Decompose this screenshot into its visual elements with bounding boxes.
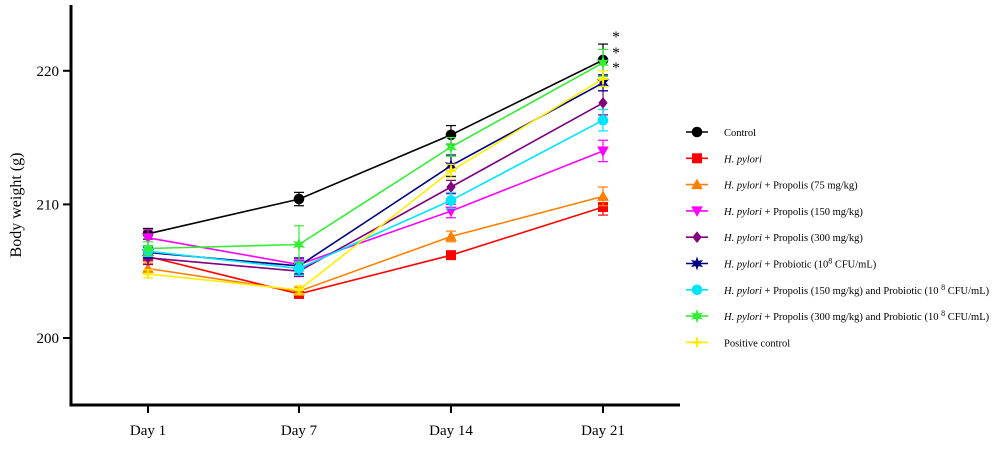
series-line	[147, 119, 604, 270]
legend-label: H. pylori + Probiotic (108 CFU/mL)	[723, 257, 877, 271]
axes: 200 210 220 Day 1 Day 7 Day 14 Day 21	[37, 5, 680, 439]
series-7	[142, 108, 609, 276]
series-3	[142, 186, 609, 296]
legend-label: H. pylori + Propolis (300 mg/kg) and Pro…	[723, 309, 990, 323]
legend-label-italic: H. pylori	[723, 260, 762, 271]
data-point	[141, 241, 155, 256]
y-tick-label: 220	[37, 64, 60, 80]
legend-marker	[692, 231, 702, 244]
legend-marker	[690, 256, 704, 271]
data-point	[597, 190, 609, 201]
legend-label-italic: H. pylori	[723, 233, 762, 244]
data-point	[293, 193, 305, 205]
data-point	[143, 268, 153, 279]
data-point	[597, 114, 609, 126]
x-tick-label: Day 14	[429, 423, 473, 439]
significance-markers: ***	[612, 29, 620, 77]
data-point	[445, 230, 457, 241]
legend-label-rest: + Propolis (300 mg/kg)	[762, 233, 864, 244]
series-line	[147, 102, 604, 273]
data-point	[598, 97, 608, 109]
legend-item: H. pylori + Propolis (75 mg/kg)	[686, 178, 858, 192]
legend-label: H. pylori + Propolis (300 mg/kg)	[723, 233, 863, 244]
legend-label-rest: + Probiotic (10	[762, 260, 828, 271]
legend-label-tail: CFU/mL)	[945, 312, 990, 323]
legend-label: H. pylori + Propolis (150 mg/kg) and Pro…	[723, 283, 990, 297]
legend-marker	[691, 178, 703, 190]
legend-label: H. pylori + Propolis (75 mg/kg)	[723, 181, 858, 192]
legend-marker	[691, 206, 703, 217]
series-line	[147, 78, 604, 291]
legend-label-tail: CFU/mL)	[832, 260, 877, 271]
legend-label-rest: Control	[724, 128, 756, 139]
legend-marker	[691, 284, 703, 296]
series-line	[147, 62, 604, 250]
series-4	[142, 139, 609, 271]
legend-marker	[692, 153, 702, 164]
legend-marker	[692, 337, 702, 348]
legend-item: Control	[686, 126, 756, 139]
x-tick-label: Day 1	[130, 423, 166, 439]
series-6	[141, 74, 610, 275]
legend-item: H. pylori + Propolis (150 mg/kg) and Pro…	[686, 283, 990, 297]
legend-item: H. pylori	[686, 153, 762, 165]
significance-marker: *	[612, 45, 620, 62]
legend-label-italic: H. pylori	[723, 181, 762, 192]
legend-label: Control	[724, 128, 756, 139]
data-point	[445, 195, 457, 206]
data-point	[446, 181, 456, 193]
legend-marker	[690, 309, 704, 324]
legend-label-sup: 8	[941, 309, 945, 318]
legend-marker	[691, 126, 703, 138]
legend-label-rest: + Propolis (150 mg/kg)	[762, 207, 864, 218]
y-tick-label: 210	[37, 197, 60, 213]
data-point	[597, 146, 609, 157]
legend-label-rest: + Propolis (300 mg/kg) and Probiotic (10	[762, 312, 941, 323]
data-point	[293, 263, 305, 274]
legend-label: Positive control	[724, 338, 790, 349]
legend-item: Positive control	[686, 337, 790, 349]
data-point	[598, 73, 608, 84]
legend-item: H. pylori + Propolis (150 mg/kg)	[686, 206, 863, 218]
legend-label: H. pylori	[723, 154, 762, 165]
legend-label: H. pylori + Propolis (150 mg/kg)	[723, 207, 863, 218]
legend-label-rest: Positive control	[724, 338, 790, 349]
legend-label-sup: 8	[941, 283, 945, 292]
series-line	[147, 206, 604, 295]
series-line	[147, 59, 604, 235]
series-8	[141, 48, 610, 264]
data-point	[294, 284, 304, 295]
legend-label-sup: 8	[828, 257, 832, 266]
data-point	[444, 139, 458, 154]
series-9	[143, 70, 608, 295]
data-point	[142, 233, 154, 244]
legend-label-italic: H. pylori	[723, 154, 762, 165]
x-tick-label: Day 7	[281, 423, 318, 439]
legend-label-italic: H. pylori	[723, 286, 762, 297]
data-point	[292, 237, 306, 252]
y-axis-title: Body weight (g)	[8, 153, 25, 258]
data-point	[446, 250, 456, 261]
legend-label-rest: + Propolis (75 mg/kg)	[762, 181, 858, 192]
data-point	[596, 55, 610, 70]
significance-marker: *	[612, 29, 620, 46]
legend-label-rest: + Propolis (150 mg/kg) and Probiotic (10	[762, 286, 941, 297]
legend-label-italic: H. pylori	[723, 312, 762, 323]
significance-marker: *	[612, 60, 620, 77]
y-tick-label: 200	[37, 331, 60, 347]
series-line	[147, 195, 604, 293]
legend-item: H. pylori + Propolis (300 mg/kg)	[686, 231, 863, 244]
legend-item: H. pylori + Propolis (300 mg/kg) and Pro…	[686, 309, 990, 324]
legend-item: H. pylori + Probiotic (108 CFU/mL)	[686, 256, 877, 271]
series-line	[147, 150, 604, 266]
series-1	[142, 43, 609, 240]
series-layer	[141, 43, 610, 299]
legend-label-tail: CFU/mL)	[945, 286, 990, 297]
legend-label-italic: H. pylori	[723, 207, 762, 218]
data-point	[446, 166, 456, 176]
x-tick-label: Day 21	[581, 423, 625, 439]
